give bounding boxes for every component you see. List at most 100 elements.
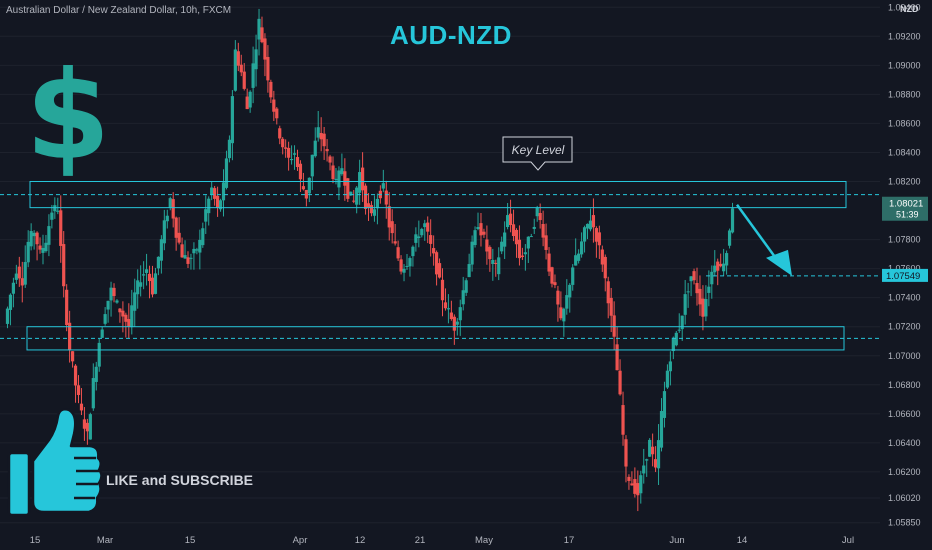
candle <box>103 307 107 326</box>
candle <box>508 199 513 233</box>
candle <box>218 198 223 212</box>
candle <box>85 418 89 446</box>
price-tick-label: 1.06800 <box>888 380 921 390</box>
price-axis[interactable]: 1.09400 1.09200 1.09000 1.08800 1.08600 1.084… <box>888 2 921 527</box>
candle <box>38 237 42 254</box>
candle <box>514 228 519 258</box>
price-tick-label: 1.08400 <box>888 147 921 157</box>
candle <box>319 117 323 152</box>
candle <box>701 285 705 331</box>
candle <box>239 54 243 77</box>
candle <box>653 446 658 473</box>
candle <box>627 474 631 490</box>
candle <box>621 391 625 446</box>
candle <box>165 209 169 229</box>
candle <box>156 256 161 276</box>
candle <box>443 288 448 311</box>
candle <box>358 159 362 205</box>
candle <box>710 265 714 299</box>
candle <box>177 217 181 245</box>
candle <box>414 227 418 252</box>
price-tick-label: 1.07000 <box>888 351 921 361</box>
time-tick-label: 17 <box>564 535 575 546</box>
candle <box>195 247 199 255</box>
candle <box>677 313 681 333</box>
support-zone[interactable] <box>26 326 845 351</box>
candle <box>446 294 451 324</box>
candle <box>375 193 379 225</box>
candle <box>331 156 335 184</box>
candle <box>325 139 329 162</box>
candle <box>68 310 72 363</box>
candle <box>56 197 60 215</box>
candle <box>298 160 303 192</box>
projection-arrow[interactable] <box>735 204 792 276</box>
time-axis[interactable]: 15 Mar 15 Apr 12 21 May 17 Jun 14 Jul <box>30 535 854 546</box>
candle <box>186 251 190 268</box>
candle <box>727 228 732 249</box>
candle <box>511 209 516 242</box>
candle <box>35 231 39 261</box>
candle <box>588 208 593 232</box>
candle <box>452 314 456 345</box>
candle <box>659 398 664 452</box>
candle <box>390 209 394 244</box>
candle <box>645 458 649 477</box>
candle <box>603 254 607 292</box>
candle <box>683 280 687 325</box>
candle <box>713 250 717 277</box>
candle <box>322 126 326 160</box>
candle <box>281 137 285 155</box>
candle <box>695 267 699 306</box>
time-tick-label: Apr <box>293 535 308 546</box>
candle <box>517 225 522 266</box>
candle <box>5 306 10 329</box>
like-subscribe-text: LIKE and SUBSCRIBE <box>106 472 254 488</box>
candle <box>183 240 187 259</box>
candle <box>686 282 690 308</box>
candle <box>124 312 128 338</box>
candle <box>292 145 297 170</box>
candle <box>50 204 54 229</box>
candle <box>725 250 729 275</box>
price-tick-label: 1.08600 <box>888 118 921 128</box>
candle <box>600 245 604 272</box>
candle <box>171 192 175 228</box>
candle <box>118 308 122 323</box>
candle <box>207 196 211 226</box>
candle <box>201 222 205 248</box>
key-level-label: Key Level <box>512 143 565 157</box>
candle <box>174 216 178 251</box>
price-tick-label: 1.06200 <box>888 467 921 477</box>
candle <box>47 214 51 257</box>
candle <box>263 33 267 77</box>
candle <box>82 407 87 441</box>
candle <box>109 281 113 317</box>
price-tick-label: 1.07400 <box>888 293 921 303</box>
candle <box>224 150 229 190</box>
candle <box>606 276 610 319</box>
candle <box>396 240 400 262</box>
candle <box>150 265 155 298</box>
candle <box>11 277 15 308</box>
candle <box>278 125 282 145</box>
candle <box>215 186 220 217</box>
candle <box>633 467 637 498</box>
candle <box>340 153 344 176</box>
candle <box>65 284 69 332</box>
price-tick-label: 1.08200 <box>888 177 921 187</box>
candle <box>636 470 640 512</box>
candle <box>417 220 421 248</box>
candle <box>680 315 684 341</box>
candle <box>29 223 33 251</box>
symbol-header[interactable]: Australian Dollar / New Zealand Dollar, … <box>6 5 232 16</box>
candle <box>62 231 66 298</box>
candle <box>316 111 320 142</box>
candle <box>32 230 36 250</box>
key-level-callout[interactable]: Key Level <box>502 136 573 171</box>
price-tick-label: 1.07200 <box>888 322 921 332</box>
candle <box>698 275 702 316</box>
candle <box>553 274 557 289</box>
candle <box>189 253 193 270</box>
